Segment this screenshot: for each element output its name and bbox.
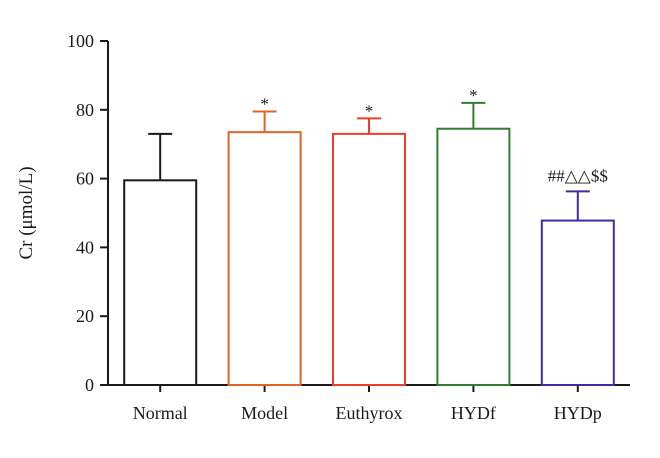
x-axis: Normal Model Euthyrox HYDf HYDp (107, 384, 630, 423)
y-axis: 0 20 40 60 80 100 (67, 31, 109, 395)
significance-label: * (260, 95, 269, 114)
y-tick-label: 20 (76, 306, 94, 326)
bar-hydf (436, 127, 511, 386)
significance-label: ##△△$$ (548, 166, 608, 185)
bar-group-hydf: * (436, 86, 511, 386)
y-tick-label: 40 (76, 237, 94, 257)
y-tick-label: 0 (85, 375, 94, 395)
x-tick-label: Normal (133, 403, 188, 423)
significance-label: * (469, 86, 478, 105)
x-tick-label: HYDp (554, 403, 602, 423)
bar-group-normal (123, 132, 198, 386)
bar-euthyrox (332, 132, 406, 386)
x-tick-label: HYDf (451, 403, 496, 423)
bar-hydp (540, 219, 615, 386)
y-tick-label: 100 (67, 31, 94, 51)
y-axis-title: Cr (μmol/L) (16, 166, 37, 259)
bar-model (227, 131, 302, 386)
bar-normal (123, 179, 198, 386)
bar-group-hydp: ##△△$$ (540, 166, 615, 386)
x-tick-label: Euthyrox (336, 403, 403, 423)
bar-group-model: * (227, 95, 302, 386)
y-tick-label: 80 (76, 100, 94, 120)
y-tick-label: 60 (76, 169, 94, 189)
bar-group-euthyrox: * (332, 101, 406, 386)
significance-label: * (365, 101, 374, 120)
x-tick-label: Model (241, 403, 288, 423)
